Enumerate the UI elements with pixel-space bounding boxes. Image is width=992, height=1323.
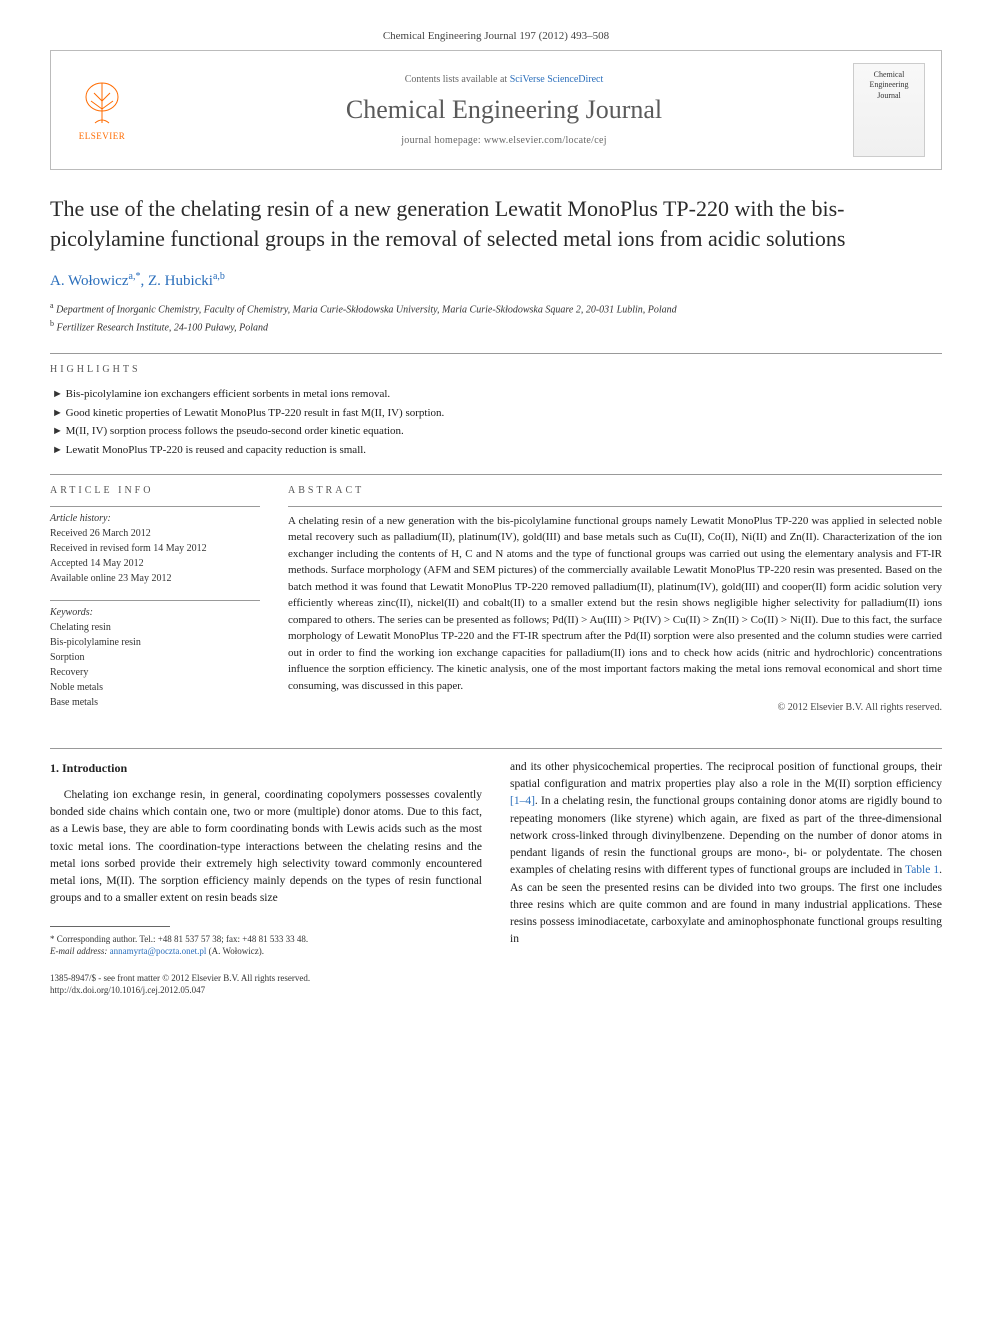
body-paragraph: Chelating ion exchange resin, in general… (50, 787, 482, 908)
authors-line: A. Wołowicza,*, Z. Hubickia,b (50, 271, 942, 290)
corr-line: * Corresponding author. Tel.: +48 81 537… (50, 933, 482, 946)
corresponding-author-footnote: * Corresponding author. Tel.: +48 81 537… (50, 933, 482, 958)
body-columns: 1. Introduction Chelating ion exchange r… (50, 759, 942, 997)
affiliations: a Department of Inorganic Chemistry, Fac… (50, 300, 942, 335)
author-sep: , (140, 273, 148, 289)
issn-line: 1385-8947/$ - see front matter © 2012 El… (50, 972, 482, 985)
history-line: Received 26 March 2012 (50, 526, 260, 541)
citation-ref[interactable]: [1–4] (510, 795, 535, 807)
cover-thumb-text: Chemical Engineering Journal (858, 70, 920, 101)
table-ref[interactable]: Table 1 (905, 864, 939, 876)
elsevier-logo: ELSEVIER (67, 75, 137, 145)
highlight-item: Good kinetic properties of Lewatit MonoP… (52, 404, 942, 423)
article-info-column: ARTICLE INFO Article history: Received 2… (50, 485, 260, 724)
body-text: . As can be seen the presented resins ca… (510, 864, 942, 945)
keywords-label: Keywords: (50, 607, 260, 618)
author-1[interactable]: A. Wołowicz (50, 273, 129, 289)
journal-name: Chemical Engineering Journal (155, 95, 853, 125)
citation-bar: Chemical Engineering Journal 197 (2012) … (50, 30, 942, 42)
highlight-item: Bis-picolylamine ion exchangers efficien… (52, 385, 942, 404)
elsevier-tree-icon (77, 79, 127, 129)
section-heading: 1. Introduction (50, 759, 482, 777)
author-2-aff: a,b (213, 271, 225, 282)
homepage-url[interactable]: www.elsevier.com/locate/cej (484, 135, 607, 146)
divider (50, 748, 942, 749)
highlight-item: M(II, IV) sorption process follows the p… (52, 422, 942, 441)
keyword: Base metals (50, 695, 260, 710)
affiliation-a: Department of Inorganic Chemistry, Facul… (56, 305, 677, 316)
affiliation-b: Fertilizer Research Institute, 24-100 Pu… (57, 322, 269, 333)
abstract-column: ABSTRACT A chelating resin of a new gene… (288, 485, 942, 724)
abstract-label: ABSTRACT (288, 485, 942, 496)
journal-cover-thumb: Chemical Engineering Journal (853, 63, 925, 157)
keywords-block: Chelating resin Bis-picolylamine resin S… (50, 620, 260, 710)
keyword: Recovery (50, 665, 260, 680)
body-paragraph: and its other physicochemical properties… (510, 759, 942, 949)
abstract-copyright: © 2012 Elsevier B.V. All rights reserved… (288, 702, 942, 713)
history-block: Received 26 March 2012 Received in revis… (50, 526, 260, 586)
contents-prefix: Contents lists available at (405, 74, 510, 85)
history-line: Received in revised form 14 May 2012 (50, 541, 260, 556)
journal-header: ELSEVIER Contents lists available at Sci… (50, 50, 942, 170)
article-info-label: ARTICLE INFO (50, 485, 260, 496)
homepage-prefix: journal homepage: (401, 135, 484, 146)
contents-line: Contents lists available at SciVerse Sci… (155, 74, 853, 85)
keyword: Sorption (50, 650, 260, 665)
header-center: Contents lists available at SciVerse Sci… (155, 74, 853, 146)
homepage-line: journal homepage: www.elsevier.com/locat… (155, 135, 853, 146)
body-col-right: and its other physicochemical properties… (510, 759, 942, 997)
body-text: and its other physicochemical properties… (510, 761, 942, 790)
sciencedirect-link[interactable]: SciVerse ScienceDirect (510, 74, 604, 85)
highlights-label: HIGHLIGHTS (50, 364, 942, 375)
divider (50, 474, 942, 475)
footnote-separator (50, 926, 170, 927)
divider (50, 353, 942, 354)
highlights-list: Bis-picolylamine ion exchangers efficien… (50, 385, 942, 460)
body-text: . In a chelating resin, the functional g… (510, 795, 942, 876)
keyword: Chelating resin (50, 620, 260, 635)
history-label: Article history: (50, 513, 260, 524)
keyword: Bis-picolylamine resin (50, 635, 260, 650)
history-line: Available online 23 May 2012 (50, 571, 260, 586)
email-label: E-mail address: (50, 946, 107, 956)
highlight-item: Lewatit MonoPlus TP-220 is reused and ca… (52, 441, 942, 460)
article-title: The use of the chelating resin of a new … (50, 194, 942, 253)
body-col-left: 1. Introduction Chelating ion exchange r… (50, 759, 482, 997)
author-2[interactable]: Z. Hubicki (148, 273, 213, 289)
email-link[interactable]: annamyrta@poczta.onet.pl (110, 946, 207, 956)
elsevier-label: ELSEVIER (79, 131, 126, 141)
email-author: (A. Wołowicz). (209, 946, 264, 956)
abstract-text: A chelating resin of a new generation wi… (288, 513, 942, 695)
keyword: Noble metals (50, 680, 260, 695)
doi-block: 1385-8947/$ - see front matter © 2012 El… (50, 972, 482, 997)
history-line: Accepted 14 May 2012 (50, 556, 260, 571)
doi-line[interactable]: http://dx.doi.org/10.1016/j.cej.2012.05.… (50, 984, 482, 997)
